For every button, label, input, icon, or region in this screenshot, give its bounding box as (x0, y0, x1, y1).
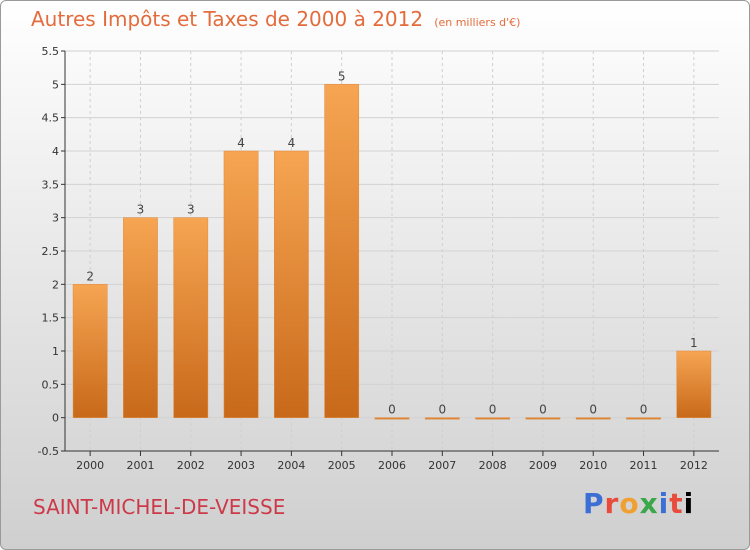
bar-2009 (525, 417, 561, 420)
chart-title: Autres Impôts et Taxes de 2000 à 2012 (e… (31, 7, 520, 31)
grid (65, 50, 719, 452)
y-tick-label: 3.5 (42, 178, 60, 191)
x-tick-label: 2012 (680, 459, 708, 472)
bar-2004 (274, 150, 309, 418)
y-tick-label: 4 (52, 145, 59, 158)
y-tick-label: 2.5 (42, 245, 60, 258)
x-tick-label: 2006 (378, 459, 406, 472)
data-label: 0 (388, 403, 396, 417)
data-label: 0 (539, 403, 547, 417)
bar-2010 (575, 417, 611, 420)
x-tick-label: 2003 (227, 459, 255, 472)
data-label: 2 (86, 269, 94, 283)
y-tick-label: 2 (52, 278, 59, 291)
y-tick-label: 1.5 (42, 312, 60, 325)
bar-2008 (475, 417, 510, 420)
bar-2012 (676, 350, 712, 418)
bar-2002 (173, 217, 209, 418)
data-label: 3 (137, 203, 145, 217)
x-tick-label: 2004 (277, 459, 305, 472)
bar-2006 (374, 417, 410, 420)
x-tick-label: 2010 (579, 459, 607, 472)
bar-2003 (223, 150, 259, 418)
x-tick-label: 2001 (126, 459, 154, 472)
data-label: 3 (187, 203, 195, 217)
commune-name: SAINT-MICHEL-DE-VEISSE (33, 495, 286, 519)
x-tick-label: 2007 (428, 459, 456, 472)
y-tick-label: 5.5 (42, 45, 60, 58)
bar-2005 (324, 84, 360, 418)
data-labels: 2 3 3 4 4 5 0 0 0 0 0 0 1 (86, 69, 697, 416)
bar-2001 (123, 217, 158, 418)
y-tick-label: 0 (52, 412, 59, 425)
y-tick-label: 1 (52, 345, 59, 358)
y-tick-label: 5 (52, 78, 59, 91)
data-label: 0 (589, 403, 597, 417)
bar-2011 (626, 417, 661, 420)
bar-2000 (72, 284, 108, 418)
data-label: 0 (438, 403, 446, 417)
chart-title-main: Autres Impôts et Taxes de 2000 à 2012 (31, 7, 424, 31)
bars (72, 84, 712, 420)
data-label: 4 (237, 136, 245, 150)
x-tick-label: 2008 (479, 459, 507, 472)
x-tick-label: 2009 (529, 459, 557, 472)
data-label: 1 (690, 336, 698, 350)
data-label: 0 (640, 403, 648, 417)
x-tick-label: 2000 (76, 459, 104, 472)
data-label: 5 (338, 69, 346, 83)
x-tick-label: 2011 (630, 459, 658, 472)
y-tick-label: -0.5 (38, 445, 59, 458)
x-tick-label: 2005 (328, 459, 356, 472)
chart-subtitle: (en milliers d'€) (434, 16, 521, 29)
y-tick-label: 3 (52, 212, 59, 225)
y-tick-label: 4.5 (42, 112, 60, 125)
data-label: 4 (288, 136, 296, 150)
y-tick-label: 0.5 (42, 378, 60, 391)
data-label: 0 (489, 403, 497, 417)
proxiti-logo: Proxiti (583, 487, 695, 520)
x-tick-label: 2002 (177, 459, 205, 472)
bar-2007 (424, 417, 460, 420)
